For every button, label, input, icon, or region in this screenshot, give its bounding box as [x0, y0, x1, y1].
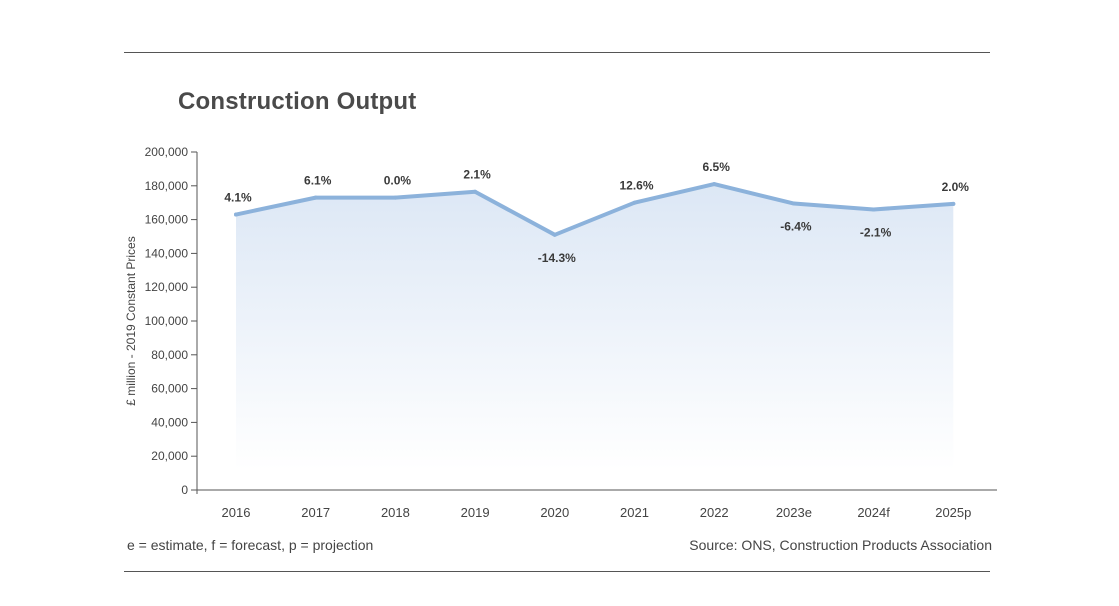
x-tick-label: 2022: [700, 505, 729, 520]
output-line: [234, 182, 956, 237]
bottom-divider: [124, 571, 990, 572]
x-tick-label: 2020: [540, 505, 569, 520]
data-point: [791, 201, 796, 206]
data-point: [552, 232, 557, 237]
x-tick-label: 2025p: [935, 505, 971, 520]
data-point: [393, 195, 398, 200]
y-tick-label: 160,000: [145, 213, 189, 227]
x-tick-label: 2023e: [776, 505, 812, 520]
x-tick-label: 2017: [301, 505, 330, 520]
data-point: [234, 212, 238, 217]
y-tick-label: 20,000: [151, 449, 188, 463]
data-point: [473, 189, 478, 194]
data-point: [313, 195, 318, 200]
source-note: Source: ONS, Construction Products Assoc…: [689, 537, 992, 553]
data-label: 2.1%: [463, 168, 491, 182]
footnote: e = estimate, f = forecast, p = projecti…: [127, 537, 374, 553]
y-tick-label: 100,000: [145, 314, 189, 328]
chart-title: Construction Output: [178, 88, 417, 115]
x-tick-label: 2019: [461, 505, 490, 520]
y-tick-label: 140,000: [145, 246, 189, 260]
area-fill: [236, 184, 954, 471]
y-axis-title: £ million - 2019 Constant Prices: [124, 236, 138, 405]
y-tick-label: 200,000: [145, 145, 189, 159]
data-label: -14.3%: [538, 251, 576, 265]
y-tick-label: 80,000: [151, 348, 188, 362]
x-tick-label: 2018: [381, 505, 410, 520]
x-tick-label: 2024f: [857, 505, 890, 520]
data-point: [951, 201, 956, 206]
data-label: 12.6%: [619, 179, 653, 193]
x-tick-label: 2021: [620, 505, 649, 520]
data-label: 6.5%: [703, 160, 731, 174]
data-label: 4.1%: [224, 191, 252, 205]
top-divider: [124, 52, 990, 53]
data-label: -6.4%: [780, 220, 812, 234]
data-point: [632, 200, 637, 205]
x-tick-label: 2016: [222, 505, 251, 520]
data-point: [871, 207, 876, 212]
y-tick-label: 60,000: [151, 382, 188, 396]
y-tick-label: 0: [181, 483, 188, 497]
data-label: 0.0%: [384, 174, 412, 188]
y-tick-label: 40,000: [151, 415, 188, 429]
y-tick-label: 120,000: [145, 280, 189, 294]
y-tick-label: 180,000: [145, 179, 189, 193]
data-label: 6.1%: [304, 174, 332, 188]
data-label: -2.1%: [860, 225, 892, 239]
data-point: [712, 182, 717, 187]
data-label: 2.0%: [942, 180, 970, 194]
